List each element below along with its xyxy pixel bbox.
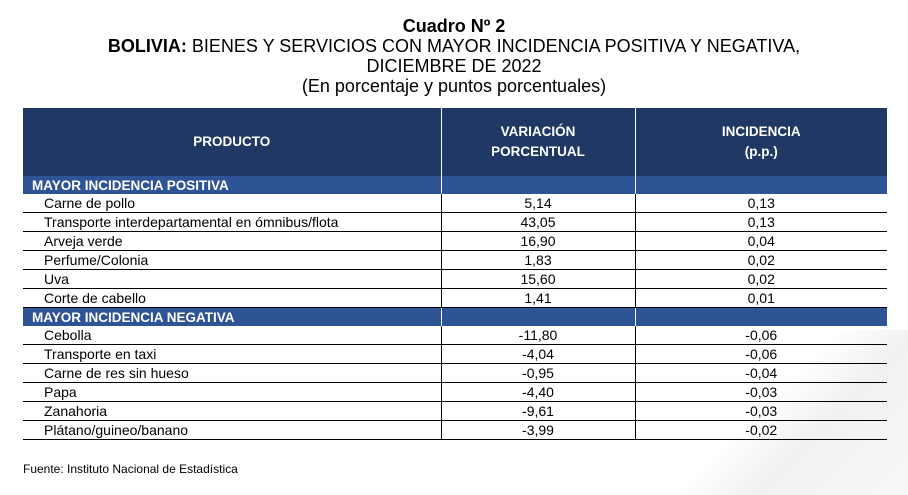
table-row: Corte de cabello 1,41 0,01 (23, 288, 887, 308)
incidence-table: PRODUCTO VARIACIÓN PORCENTUAL INCIDENCIA (… (23, 108, 887, 440)
incidence-cell: 0,04 (634, 231, 887, 251)
title-country: BOLIVIA: (107, 36, 187, 56)
header-incidencia-line1: INCIDENCIA (721, 124, 801, 139)
product-cell: Carne de pollo (23, 194, 441, 213)
incidence-cell: 0,13 (634, 212, 887, 232)
variation-cell: 43,05 (440, 212, 635, 232)
product-cell: Arveja verde (23, 231, 441, 251)
header-row: PRODUCTO VARIACIÓN PORCENTUAL INCIDENCIA (… (23, 108, 887, 176)
table-row: Papa -4,40 -0,03 (23, 382, 887, 402)
variation-cell: -9,61 (440, 401, 635, 421)
title-text: BIENES Y SERVICIOS CON MAYOR INCIDENCIA … (186, 36, 801, 56)
section-label: MAYOR INCIDENCIA NEGATIVA (23, 307, 441, 326)
table-row: Plátano/guineo/banano -3,99 -0,02 (23, 420, 887, 440)
table-row: Perfume/Colonia 1,83 0,02 (23, 250, 887, 270)
product-cell: Plátano/guineo/banano (23, 420, 441, 440)
product-cell: Carne de res sin hueso (23, 363, 441, 383)
table-row: Carne de pollo 5,14 0,13 (23, 194, 887, 213)
incidence-cell: 0,13 (634, 194, 887, 213)
product-cell: Transporte interdepartamental en ómnibus… (23, 212, 441, 232)
incidence-cell: -0,04 (634, 363, 887, 383)
variation-cell: 16,90 (440, 231, 635, 251)
product-cell: Transporte en taxi (23, 344, 441, 364)
incidence-cell: -0,03 (634, 401, 887, 421)
table-body: MAYOR INCIDENCIA POSITIVA Carne de pollo 5… (23, 176, 887, 440)
incidence-cell: -0,06 (634, 344, 887, 364)
incidence-cell: 0,01 (634, 288, 887, 308)
title-block: Cuadro Nº 2 BOLIVIA: BIENES Y SERVICIOS … (0, 16, 908, 96)
table-row: Carne de res sin hueso -0,95 -0,04 (23, 363, 887, 383)
header-incidencia-line2: (p.p.) (744, 144, 778, 159)
incidence-cell: -0,02 (634, 420, 887, 440)
variation-cell: -4,04 (440, 344, 635, 364)
variation-cell: 1,41 (440, 288, 635, 308)
table-row: Transporte interdepartamental en ómnibus… (23, 212, 887, 232)
header-variacion-line1: VARIACIÓN (500, 124, 576, 139)
variation-cell: 15,60 (440, 269, 635, 289)
section-label: MAYOR INCIDENCIA POSITIVA (23, 176, 441, 194)
product-cell: Perfume/Colonia (23, 250, 441, 270)
section-row: MAYOR INCIDENCIA NEGATIVA (23, 307, 887, 326)
incidence-cell: 0,02 (634, 250, 887, 270)
product-cell: Cebolla (23, 326, 441, 345)
header-incidencia: INCIDENCIA (p.p.) (634, 108, 887, 176)
table-row: Uva 15,60 0,02 (23, 269, 887, 289)
variation-cell: -11,80 (440, 326, 635, 345)
section-empty-cell (634, 307, 887, 326)
variation-cell: -4,40 (440, 382, 635, 402)
table-row: Cebolla -11,80 -0,06 (23, 326, 887, 345)
section-empty-cell (440, 176, 635, 194)
product-cell: Corte de cabello (23, 288, 441, 308)
product-cell: Zanahoria (23, 401, 441, 421)
variation-cell: -0,95 (440, 363, 635, 383)
title-units: (En porcentaje y puntos porcentuales) (301, 76, 607, 96)
variation-cell: 5,14 (440, 194, 635, 213)
incidence-cell: -0,03 (634, 382, 887, 402)
table-row: Transporte en taxi -4,04 -0,06 (23, 344, 887, 364)
title-date: DICIEMBRE DE 2022 (366, 56, 542, 76)
source-note: Fuente: Instituto Nacional de Estadístic… (23, 462, 238, 476)
table-row: Arveja verde 16,90 0,04 (23, 231, 887, 251)
incidence-cell: 0,02 (634, 269, 887, 289)
table-number: Cuadro Nº 2 (402, 16, 506, 36)
variation-cell: 1,83 (440, 250, 635, 270)
incidence-cell: -0,06 (634, 326, 887, 345)
header-variacion-line2: PORCENTUAL (491, 144, 585, 159)
section-row: MAYOR INCIDENCIA POSITIVA (23, 176, 887, 194)
section-empty-cell (634, 176, 887, 194)
section-empty-cell (440, 307, 635, 326)
variation-cell: -3,99 (440, 420, 635, 440)
product-cell: Papa (23, 382, 441, 402)
header-producto: PRODUCTO (23, 108, 441, 176)
product-cell: Uva (23, 269, 441, 289)
header-variacion: VARIACIÓN PORCENTUAL (440, 108, 635, 176)
table-title: BOLIVIA: BIENES Y SERVICIOS CON MAYOR IN… (0, 36, 908, 56)
table-row: Zanahoria -9,61 -0,03 (23, 401, 887, 421)
